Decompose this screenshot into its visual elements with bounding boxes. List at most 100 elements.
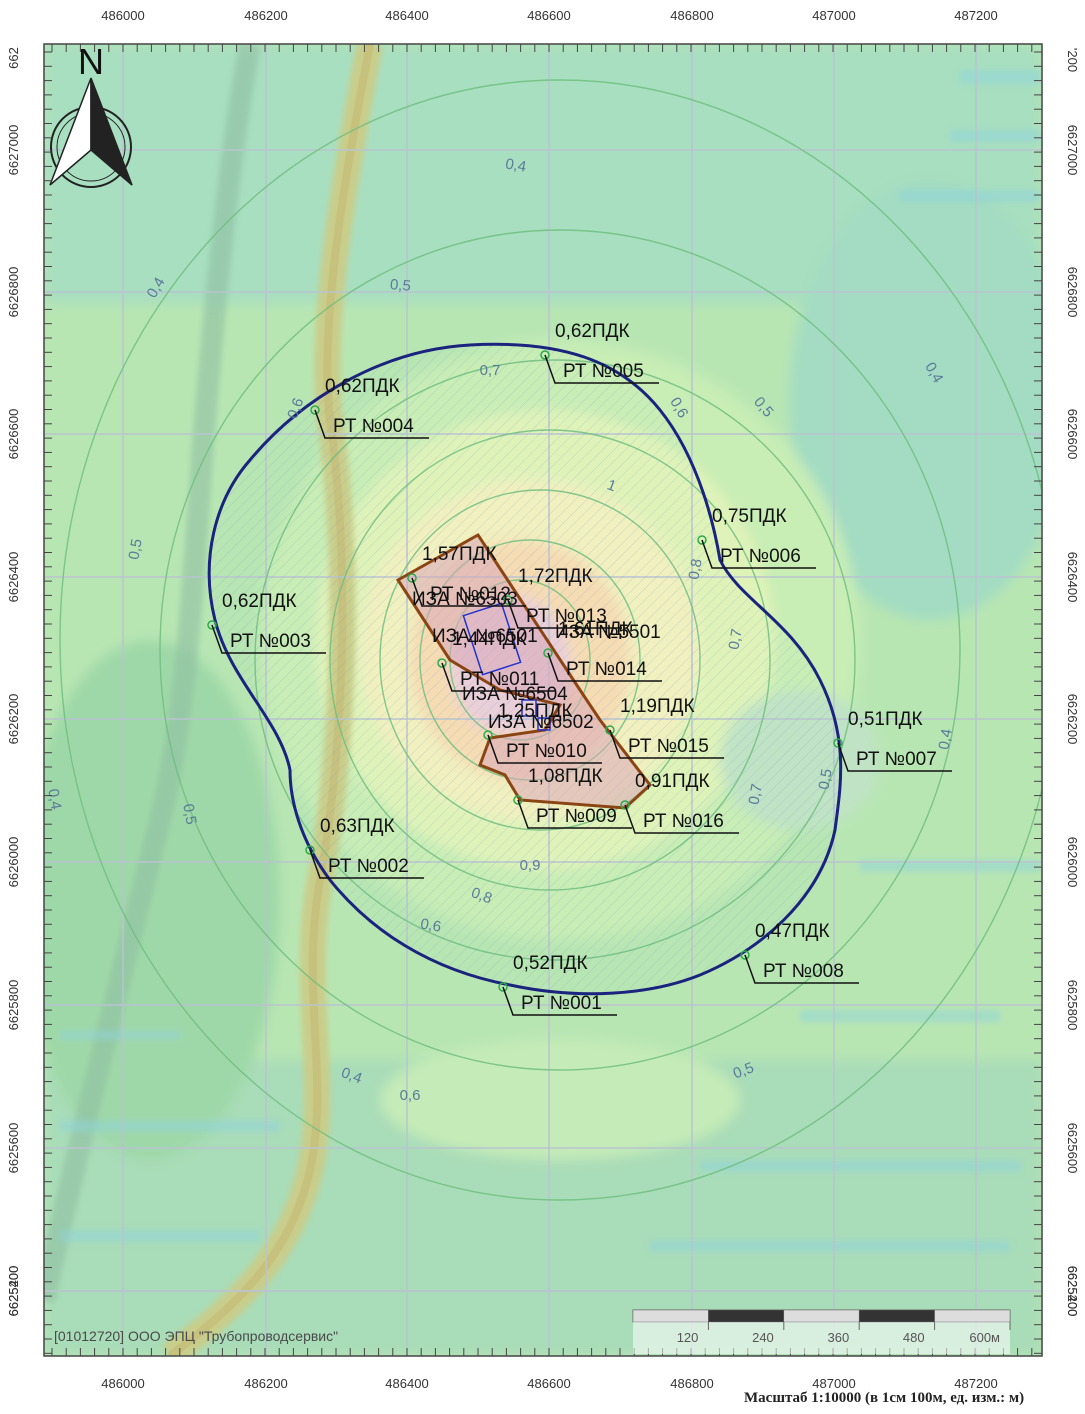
calc-point-id: РТ №015 (628, 736, 709, 757)
calc-point: 0,62ПДК РТ №005 (540, 321, 659, 384)
calc-point-leader (547, 652, 662, 682)
isoline-label: 0,5 (125, 537, 145, 560)
calc-point-pdk: 1,19ПДК (620, 696, 695, 717)
x-tick-label-top: 486800 (670, 8, 713, 23)
calc-point-leader (211, 624, 326, 654)
north-arrow: N (49, 41, 133, 188)
scale-bar-label: 480 (903, 1330, 925, 1345)
calc-point-leader (837, 742, 952, 772)
calc-point-leader (609, 729, 724, 759)
calc-point-id: РТ №010 (506, 741, 587, 762)
calc-point-pdk: 1,44ПДК (452, 629, 527, 650)
calculation-points: 0,52ПДК РТ №001 0,63ПДК РТ №002 0,62ПДК РТ №0… (207, 321, 952, 1016)
source-label: ИЗА №6502 (488, 712, 594, 733)
y-tick-label-left: 6626200 (6, 694, 21, 745)
source-label: ИЗА №6503 (412, 589, 518, 610)
scale-bar-segment (858, 1309, 935, 1323)
y-tick-label-right: 6626800 (1065, 267, 1080, 318)
calc-point-marker (740, 950, 750, 960)
isoline-label: 0,4 (504, 155, 527, 175)
isoline-label: 0,6 (284, 396, 307, 421)
calc-point-id: РТ №013 (526, 606, 607, 627)
y-tick-label-right: 6625400 (1065, 1266, 1080, 1317)
x-tick-label-bottom: 486200 (244, 1376, 287, 1391)
map-frame (43, 43, 1043, 1357)
isoline-label: 0,8 (469, 884, 494, 907)
calc-point-id: РТ №005 (563, 361, 644, 382)
calc-point-pdk: 0,52ПДК (513, 953, 588, 974)
y-tick-label-left: 6626800 (6, 267, 21, 318)
y-tick-label-right: 6626200 (1065, 694, 1080, 745)
scale-caption: Масштаб 1:10000 (в 1см 100м, ед. изм.: м… (744, 1390, 1025, 1406)
calc-point: 0,51ПДК РТ №007 (833, 709, 952, 772)
y-tick-label-left: 6625200 (6, 1266, 21, 1317)
calc-point-id: РТ №009 (536, 806, 617, 827)
x-tick-label-top: 487000 (812, 8, 855, 23)
y-tick-label-right: 6625600 (1065, 1123, 1080, 1174)
y-tick-label-clipped-left: 662 (6, 47, 21, 69)
calc-point-marker (207, 620, 217, 630)
calc-point-pdk: 0,62ПДК (222, 591, 297, 612)
calc-point: 0,52ПДК РТ №001 (498, 953, 617, 1016)
isoline-label: 0,4 (339, 1064, 364, 1087)
calc-point-id: РТ №001 (521, 993, 602, 1014)
calc-point-id: РТ №007 (856, 749, 937, 770)
calc-point-leader (441, 662, 556, 692)
calc-point-id: РТ №008 (763, 961, 844, 982)
calc-point: 1,25ПДК РТ №010 (483, 701, 602, 764)
calc-point: 0,47ПДК РТ №008 (740, 921, 859, 984)
calc-point-marker (437, 658, 447, 668)
calc-point-marker (513, 795, 523, 805)
y-tick-label-right: 6626000 (1065, 837, 1080, 888)
source-labels: ИЗА №6503 ИЗА №6501 ИЗА №5501 ИЗА №6504 ИЗА … (412, 589, 661, 733)
calc-point-leader (624, 804, 739, 834)
north-label: N (78, 41, 104, 82)
y-tick-label-left: 6627000 (6, 125, 21, 176)
isoline-label: 0,5 (815, 767, 835, 790)
calc-point-marker (833, 738, 843, 748)
calc-point-pdk: 1,08ПДК (528, 766, 603, 787)
calc-point: 1,57ПДК РТ №012 (407, 544, 526, 607)
calc-point-marker (305, 845, 315, 855)
scale-bar-segment (632, 1309, 709, 1323)
x-tick-label-bottom: 487200 (954, 1376, 997, 1391)
scale-bar-segment (783, 1309, 860, 1323)
calc-point-id: РТ №004 (333, 416, 414, 437)
calc-point-marker (605, 725, 615, 735)
calc-point-pdk: 0,63ПДК (320, 816, 395, 837)
calc-point-pdk: 0,51ПДК (848, 709, 923, 730)
calc-point-id: РТ №012 (430, 584, 511, 605)
scale-bar-segment (708, 1309, 785, 1323)
calc-point-pdk: 1,25ПДК (498, 701, 573, 722)
calc-point-id: РТ №014 (566, 659, 647, 680)
calc-point-leader (744, 954, 859, 984)
calc-point: 1,08ПДК РТ №009 (513, 766, 632, 829)
calc-point-pdk: 0,62ПДК (555, 321, 630, 342)
scale-bar-label: 240 (752, 1330, 774, 1345)
calc-point-marker (620, 800, 630, 810)
isoline-label: 0,5 (179, 802, 199, 825)
x-tick-label-top: 486200 (244, 8, 287, 23)
scale-bar-label: 600м (969, 1330, 1000, 1345)
y-tick-label-left: 6626000 (6, 837, 21, 888)
scale-bar-label: 360 (827, 1330, 849, 1345)
x-tick-label-top: 487200 (954, 8, 997, 23)
scale-bar-background (633, 1322, 1010, 1354)
calc-point-marker (540, 350, 550, 360)
calc-point-marker (697, 535, 707, 545)
isoline-label: 0,5 (731, 1059, 756, 1082)
isoline-label: 0,9 (520, 857, 541, 874)
source-label: ИЗА №6501 (432, 626, 538, 647)
y-tick-label-clipped-right: '200 (1065, 48, 1080, 72)
calc-point-pdk: 1,57ПДК (422, 544, 497, 565)
x-tick-label-bottom: 486600 (527, 1376, 570, 1391)
y-tick-label-left: 6625600 (6, 1123, 21, 1174)
calc-point-marker (503, 595, 513, 605)
calc-point-leader (507, 599, 622, 629)
y-tick-label-left: 6625400 (6, 1266, 21, 1317)
y-tick-label-left: 6625800 (6, 980, 21, 1031)
isoline-label: 0,6 (400, 1087, 421, 1104)
calc-point-leader (487, 734, 602, 764)
calc-point-marker (498, 982, 508, 992)
